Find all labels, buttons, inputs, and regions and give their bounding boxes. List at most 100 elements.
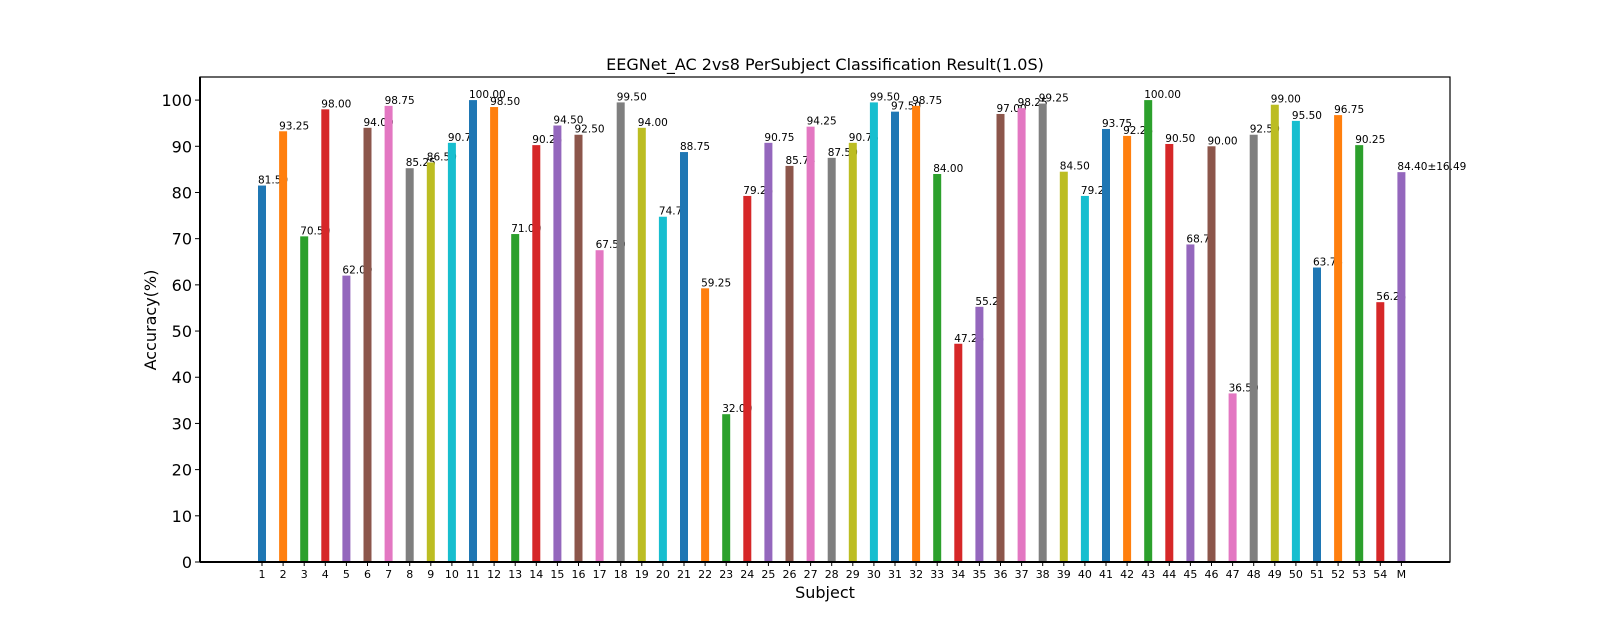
bar-value-label: 59.25	[701, 277, 731, 289]
x-tick-label: 26	[783, 568, 797, 581]
x-tick-label: 28	[825, 568, 839, 581]
bar	[300, 236, 308, 562]
bar	[870, 102, 878, 562]
bar	[1313, 268, 1321, 562]
bar	[1229, 393, 1237, 562]
bar-value-label: 93.25	[279, 120, 309, 132]
x-tick-label: 24	[740, 568, 754, 581]
y-axis-title: Accuracy(%)	[141, 270, 160, 371]
bar	[532, 145, 540, 562]
bar-value-label: 90.00	[1208, 135, 1238, 147]
bar	[1397, 172, 1405, 562]
x-tick-label: 32	[909, 568, 923, 581]
bar	[743, 196, 751, 562]
bar-value-label: 84.40±16.49	[1397, 161, 1466, 173]
x-tick-label: 29	[846, 568, 860, 581]
bar-value-label: 99.50	[617, 91, 647, 103]
x-tick-label: 46	[1205, 568, 1219, 581]
bar	[258, 186, 266, 562]
x-tick-label: 3	[301, 568, 308, 581]
x-tick-label: 12	[487, 568, 501, 581]
x-tick-label: 18	[614, 568, 628, 581]
x-tick-label: 14	[529, 568, 543, 581]
x-tick-label: 54	[1373, 568, 1387, 581]
bar-value-label: 90.50	[1165, 133, 1195, 145]
bar	[1186, 244, 1194, 562]
bar	[448, 143, 456, 562]
bar	[427, 162, 435, 562]
bar-value-label: 92.50	[575, 124, 605, 136]
bar-value-label: 84.50	[1060, 161, 1090, 173]
x-tick-label: 19	[635, 568, 649, 581]
x-tick-label: 41	[1099, 568, 1113, 581]
bar	[638, 128, 646, 562]
bar	[385, 106, 393, 562]
bar	[1018, 108, 1026, 562]
x-tick-label: 50	[1289, 568, 1303, 581]
chart-title: EEGNet_AC 2vs8 PerSubject Classification…	[606, 55, 1044, 75]
x-tick-label: 15	[550, 568, 564, 581]
y-tick-label: 30	[172, 414, 192, 433]
bar	[575, 135, 583, 562]
x-tick-label: 48	[1247, 568, 1261, 581]
bar-value-label: 84.00	[933, 163, 963, 175]
bar	[933, 174, 941, 562]
bar	[596, 250, 604, 562]
bar	[617, 102, 625, 562]
x-tick-label: 34	[951, 568, 965, 581]
y-tick-label: 80	[172, 183, 192, 202]
x-tick-label: 11	[466, 568, 480, 581]
bar-value-label: 94.25	[807, 116, 837, 128]
bar	[807, 127, 815, 562]
bar-value-label: 98.50	[490, 96, 520, 108]
bar	[553, 126, 561, 563]
x-tick-label: 51	[1310, 568, 1324, 581]
y-tick-label: 100	[161, 91, 192, 110]
bar	[997, 114, 1005, 562]
bar-value-label: 98.00	[321, 98, 351, 110]
x-tick-label: 37	[1015, 568, 1029, 581]
bar-value-label: 90.75	[764, 132, 794, 144]
bar	[786, 166, 794, 562]
x-tick-label: 30	[867, 568, 881, 581]
x-tick-label: 22	[698, 568, 712, 581]
x-tick-label: 5	[343, 568, 350, 581]
bar	[1334, 115, 1342, 562]
y-tick-label: 40	[172, 368, 192, 387]
bar	[1376, 302, 1384, 562]
bar	[1039, 104, 1047, 562]
bar	[406, 168, 414, 562]
x-tick-label: 43	[1141, 568, 1155, 581]
x-tick-label: 36	[994, 568, 1008, 581]
bar	[954, 344, 962, 562]
x-tick-label: 47	[1226, 568, 1240, 581]
y-tick-label: 90	[172, 137, 192, 156]
bar	[1081, 196, 1089, 562]
bar	[1165, 144, 1173, 562]
bars-group: 81.5093.2570.5098.0062.0094.0098.7585.25…	[258, 89, 1466, 562]
x-tick-label: 25	[761, 568, 775, 581]
bar	[321, 109, 329, 562]
bar	[701, 288, 709, 562]
y-tick-label: 60	[172, 276, 192, 295]
bar	[1250, 135, 1258, 562]
x-tick-label: 1	[259, 568, 266, 581]
bar	[975, 307, 983, 562]
bar	[1144, 100, 1152, 562]
x-tick-label: 9	[427, 568, 434, 581]
bar	[1123, 136, 1131, 562]
bar	[469, 100, 477, 562]
bar-value-label: 96.75	[1334, 104, 1364, 116]
bar	[490, 107, 498, 562]
x-tick-label: 45	[1183, 568, 1197, 581]
bar	[1060, 172, 1068, 562]
bar	[342, 276, 350, 562]
x-tick-label: 44	[1162, 568, 1176, 581]
bar	[511, 234, 519, 562]
x-tick-label: 10	[445, 568, 459, 581]
bar	[828, 158, 836, 562]
bar-value-label: 95.50	[1292, 110, 1322, 122]
bar	[1271, 105, 1279, 562]
